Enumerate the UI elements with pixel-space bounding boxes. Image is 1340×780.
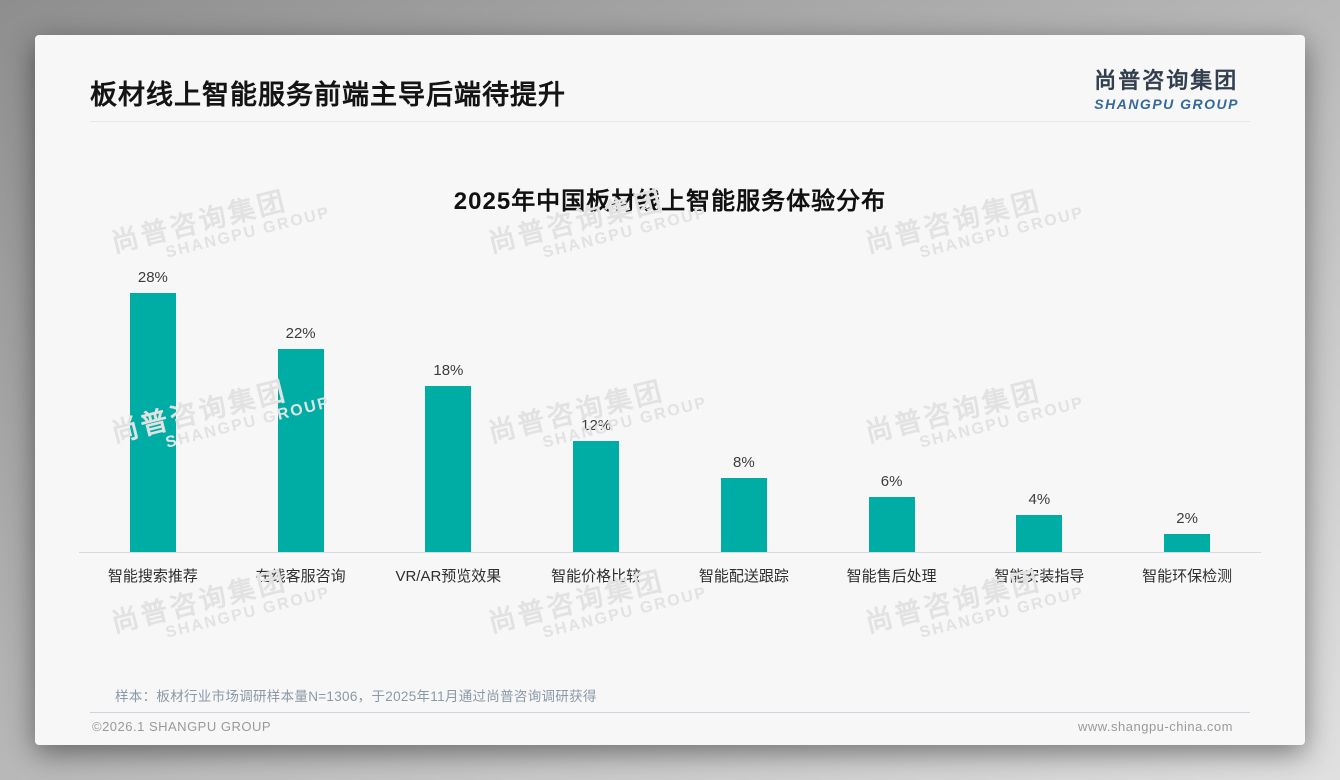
x-axis-label: 在线客服咨询 bbox=[255, 568, 346, 585]
footer-divider bbox=[90, 712, 1250, 713]
header-divider bbox=[90, 121, 1250, 122]
bar-column: 18% bbox=[375, 361, 523, 552]
chart-title: 2025年中国板材线上智能服务体验分布 bbox=[453, 188, 887, 215]
bar bbox=[720, 478, 767, 552]
bar-column: 8% bbox=[670, 454, 818, 552]
x-axis-label: VR/AR预览效果 bbox=[395, 568, 502, 585]
watermark-english: SHANGPU GROUP bbox=[540, 584, 710, 642]
bar bbox=[1164, 533, 1211, 552]
bar bbox=[1016, 515, 1063, 552]
data-label: 6% bbox=[880, 472, 903, 490]
page-title: 板材线上智能服务前端主导后端待提升 bbox=[90, 80, 566, 110]
data-label: 8% bbox=[733, 454, 755, 471]
bar-column: 12% bbox=[522, 417, 670, 552]
watermark-english: SHANGPU GROUP bbox=[163, 584, 333, 642]
data-label: 12% bbox=[581, 417, 612, 434]
plot-area: 28% 22% 18% 12% 8% 6% 4% 2% bbox=[79, 252, 1261, 553]
bar-column: 4% bbox=[966, 491, 1114, 552]
copyright-text: ©2026.1 SHANGPU GROUP bbox=[92, 719, 272, 734]
data-label: 2% bbox=[1176, 509, 1198, 527]
data-label: 18% bbox=[433, 361, 464, 379]
data-label: 22% bbox=[285, 324, 316, 342]
company-logo: 尚普咨询集团 SHANGPU GROUP bbox=[1094, 63, 1239, 112]
watermark-chinese: 尚普咨询集团 bbox=[862, 565, 1045, 639]
bar bbox=[573, 441, 620, 552]
x-axis-label: 智能售后处理 bbox=[846, 568, 937, 585]
watermark-chinese: 尚普咨询集团 bbox=[485, 565, 668, 639]
bar bbox=[425, 385, 472, 552]
bar bbox=[129, 293, 176, 552]
bar bbox=[868, 496, 915, 552]
website-url: www.shangpu-china.com bbox=[1077, 719, 1233, 734]
x-axis-label: 智能配送跟踪 bbox=[698, 568, 789, 585]
x-axis-labels: 智能搜索推荐 在线客服咨询 VR/AR预览效果 智能价格比较 智能配送跟踪 智能售后处理 智… bbox=[79, 565, 1261, 586]
logo-chinese-name: 尚普咨询集团 bbox=[1094, 68, 1239, 93]
x-axis-label: 智能环保检测 bbox=[1142, 568, 1233, 585]
logo-english-name: SHANGPU GROUP bbox=[1094, 96, 1239, 112]
slide-card: 板材线上智能服务前端主导后端待提升 尚普咨询集团 SHANGPU GROUP 2… bbox=[35, 35, 1305, 745]
x-axis-label: 智能安装指导 bbox=[994, 568, 1085, 585]
x-axis-label: 智能价格比较 bbox=[551, 568, 642, 585]
data-label: 4% bbox=[1028, 491, 1051, 508]
bar-column: 6% bbox=[818, 472, 966, 552]
data-label: 28% bbox=[137, 269, 168, 286]
bar-column: 2% bbox=[1113, 509, 1261, 552]
bar bbox=[277, 348, 324, 552]
sample-note: 样本：板材行业市场调研样本量N=1306，于2025年11月通过尚普咨询调研获得 bbox=[115, 689, 597, 704]
watermark-english: SHANGPU GROUP bbox=[917, 584, 1087, 642]
watermark-chinese: 尚普咨询集团 bbox=[108, 565, 291, 639]
bar-column: 22% bbox=[227, 324, 375, 552]
x-axis-label: 智能搜索推荐 bbox=[107, 568, 198, 585]
bar-column: 28% bbox=[79, 269, 227, 552]
